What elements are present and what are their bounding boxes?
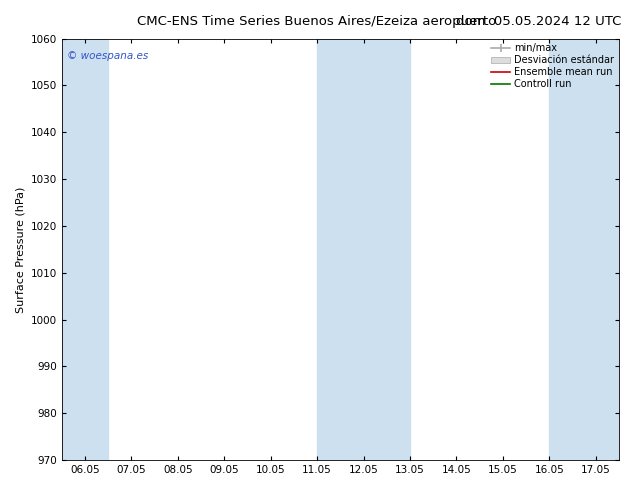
- Legend: min/max, Desviación estándar, Ensemble mean run, Controll run: min/max, Desviación estándar, Ensemble m…: [489, 42, 616, 91]
- Text: © woespana.es: © woespana.es: [67, 51, 148, 61]
- Y-axis label: Surface Pressure (hPa): Surface Pressure (hPa): [15, 186, 25, 313]
- Text: dom. 05.05.2024 12 UTC: dom. 05.05.2024 12 UTC: [456, 15, 621, 28]
- Bar: [61, 39, 108, 460]
- Bar: [317, 39, 410, 460]
- Text: CMC-ENS Time Series Buenos Aires/Ezeiza aeropuerto: CMC-ENS Time Series Buenos Aires/Ezeiza …: [138, 15, 496, 28]
- Bar: [549, 39, 619, 460]
